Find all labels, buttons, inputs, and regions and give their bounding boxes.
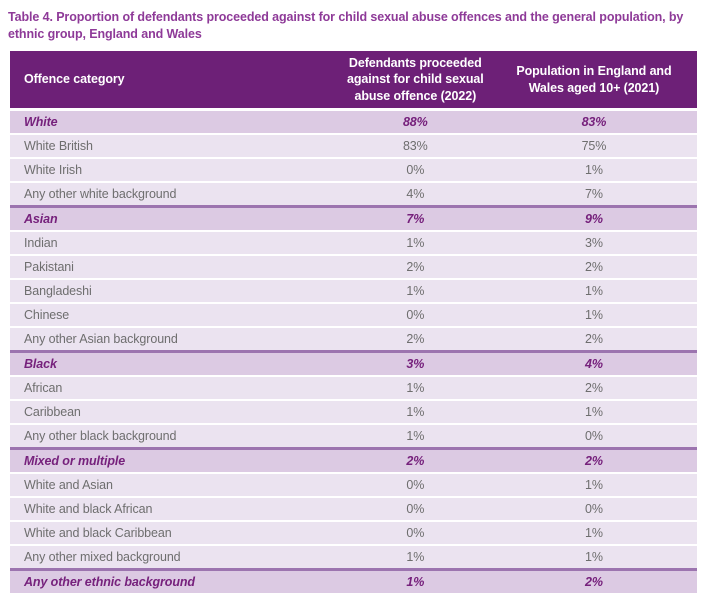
row-label: Mixed or multiple [10,447,340,472]
table-row: African 1% 2% [10,375,697,399]
table-row: White 88% 83% [10,108,697,133]
row-label: Asian [10,205,340,230]
row-label: Bangladeshi [10,278,340,302]
row-value-2021: 4% [490,350,697,375]
table-row: Caribbean 1% 1% [10,399,697,423]
row-value-2022: 0% [339,472,491,496]
row-label: African [10,375,340,399]
row-value-2022: 7% [339,205,491,230]
row-value-2021: 1% [490,302,697,326]
table-body: White 88% 83% White British 83% 75% White Iris… [10,108,697,593]
table-header-row: Offence category Defendants proceeded ag… [10,51,697,108]
table-row: Any other white background 4% 7% [10,181,697,205]
row-value-2021: 1% [490,278,697,302]
row-label: White and black Caribbean [10,520,340,544]
data-table: Offence category Defendants proceeded ag… [10,51,697,593]
table-row: White and black African 0% 0% [10,496,697,520]
row-value-2022: 1% [339,278,491,302]
row-label: White British [10,133,340,157]
table-row: Pakistani 2% 2% [10,254,697,278]
row-value-2022: 0% [339,496,491,520]
row-value-2021: 0% [490,496,697,520]
table-row: Black 3% 4% [10,350,697,375]
row-value-2022: 0% [339,302,491,326]
row-value-2022: 1% [339,230,491,254]
row-label: Any other Asian background [10,326,340,350]
header-offence-category: Offence category [10,51,340,108]
row-label: Any other black background [10,423,340,447]
row-value-2021: 0% [490,423,697,447]
table-row: White and Asian 0% 1% [10,472,697,496]
row-value-2022: 0% [339,157,491,181]
row-value-2021: 1% [490,544,697,568]
row-label: Caribbean [10,399,340,423]
row-label: Chinese [10,302,340,326]
header-defendants-2022-label: Defendants proceeded against for child s… [347,55,484,103]
row-label: White and Asian [10,472,340,496]
row-label: Indian [10,230,340,254]
row-value-2022: 1% [339,423,491,447]
row-value-2021: 75% [490,133,697,157]
row-value-2021: 2% [490,375,697,399]
table-row: Any other mixed background 1% 1% [10,544,697,568]
table-row: Indian 1% 3% [10,230,697,254]
table-row: Any other black background 1% 0% [10,423,697,447]
row-value-2021: 9% [490,205,697,230]
table-row: Any other ethnic background 1% 2% [10,568,697,593]
row-value-2021: 1% [490,472,697,496]
row-label: Any other mixed background [10,544,340,568]
header-defendants-2022: Defendants proceeded against for child s… [339,51,491,108]
table-row: Mixed or multiple 2% 2% [10,447,697,472]
row-label: White [10,108,340,133]
table-row: Asian 7% 9% [10,205,697,230]
row-value-2022: 2% [339,447,491,472]
row-value-2022: 1% [339,399,491,423]
row-value-2022: 1% [339,568,491,593]
row-value-2022: 3% [339,350,491,375]
table-row: Chinese 0% 1% [10,302,697,326]
row-value-2022: 1% [339,544,491,568]
row-value-2022: 2% [339,254,491,278]
header-offence-category-label: Offence category [24,72,125,87]
table-row: White Irish 0% 1% [10,157,697,181]
row-value-2021: 2% [490,447,697,472]
row-value-2021: 3% [490,230,697,254]
row-value-2021: 1% [490,157,697,181]
row-value-2022: 1% [339,375,491,399]
page-title: Table 4. Proportion of defendants procee… [8,10,684,41]
row-value-2021: 7% [490,181,697,205]
row-value-2021: 2% [490,568,697,593]
header-population-2021-label: Population in England and Wales aged 10+… [516,64,672,95]
row-label: White Irish [10,157,340,181]
row-value-2021: 1% [490,399,697,423]
row-label: Pakistani [10,254,340,278]
row-value-2022: 88% [339,108,491,133]
row-value-2022: 0% [339,520,491,544]
row-value-2022: 2% [339,326,491,350]
row-label: Any other white background [10,181,340,205]
header-population-2021: Population in England and Wales aged 10+… [490,51,697,108]
table-row: White British 83% 75% [10,133,697,157]
row-value-2021: 2% [490,326,697,350]
row-value-2022: 83% [339,133,491,157]
row-value-2021: 2% [490,254,697,278]
row-value-2021: 83% [490,108,697,133]
row-value-2022: 4% [339,181,491,205]
row-label: Any other ethnic background [10,568,340,593]
table-row: White and black Caribbean 0% 1% [10,520,697,544]
row-label: White and black African [10,496,340,520]
row-value-2021: 1% [490,520,697,544]
table-row: Any other Asian background 2% 2% [10,326,697,350]
table-row: Bangladeshi 1% 1% [10,278,697,302]
row-label: Black [10,350,340,375]
